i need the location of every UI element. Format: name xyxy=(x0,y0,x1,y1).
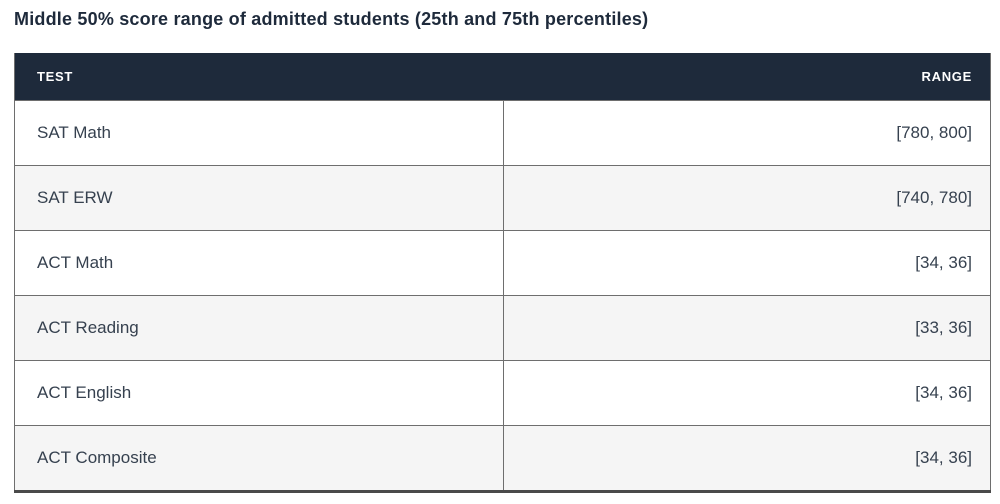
test-name-cell: ACT Reading xyxy=(14,295,504,361)
range-value-cell: [34, 36] xyxy=(503,360,991,426)
page: Middle 50% score range of admitted stude… xyxy=(0,7,1000,504)
table-body: SAT Math [780, 800] SAT ERW [740, 780] A… xyxy=(14,100,991,492)
test-name-cell: SAT Math xyxy=(14,100,504,166)
column-header-test: TEST xyxy=(14,53,504,101)
range-value-cell: [34, 36] xyxy=(503,425,991,492)
test-name-cell: ACT Math xyxy=(14,230,504,296)
table-row: SAT ERW [740, 780] xyxy=(14,165,991,231)
test-name-cell: SAT ERW xyxy=(14,165,504,231)
test-name-cell: ACT English xyxy=(14,360,504,426)
score-range-table: TEST RANGE SAT Math [780, 800] SAT ERW [… xyxy=(14,53,991,493)
table-row: ACT English [34, 36] xyxy=(14,360,991,426)
range-value-cell: [780, 800] xyxy=(503,100,991,166)
page-title: Middle 50% score range of admitted stude… xyxy=(14,9,649,29)
range-value-cell: [33, 36] xyxy=(503,295,991,361)
header-row: TEST RANGE xyxy=(14,53,991,101)
table-row: ACT Composite [34, 36] xyxy=(14,425,991,492)
table-header: TEST RANGE xyxy=(14,53,991,101)
column-header-range: RANGE xyxy=(503,53,991,101)
table-row: ACT Math [34, 36] xyxy=(14,230,991,296)
range-value-cell: [34, 36] xyxy=(503,230,991,296)
table-row: ACT Reading [33, 36] xyxy=(14,295,991,361)
range-value-cell: [740, 780] xyxy=(503,165,991,231)
table-row: SAT Math [780, 800] xyxy=(14,100,991,166)
test-name-cell: ACT Composite xyxy=(14,425,504,492)
